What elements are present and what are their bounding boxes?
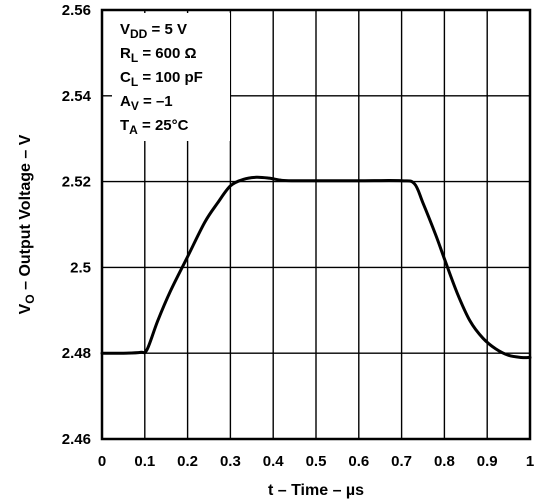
x-tick-label: 0.5 xyxy=(306,453,327,470)
y-axis-title: VO – Output Voltage – V xyxy=(17,134,37,314)
condition-value: = 25°C xyxy=(138,117,189,134)
condition-subscript: DD xyxy=(130,27,148,41)
condition-symbol: A xyxy=(120,93,131,110)
condition-subscript: V xyxy=(131,99,139,113)
condition-subscript: A xyxy=(129,123,138,137)
x-tick-label: 0.6 xyxy=(348,453,369,470)
x-tick-label: 0.2 xyxy=(177,453,198,470)
x-tick-label: 0.7 xyxy=(391,453,412,470)
x-axis-title: t – Time – µs xyxy=(268,482,364,499)
condition-value: = 100 pF xyxy=(138,69,203,86)
condition-text: VDD = 5 V xyxy=(120,21,187,41)
condition-subscript: L xyxy=(131,51,138,65)
x-tick-label: 0 xyxy=(98,453,106,470)
y-tick-label: 2.5 xyxy=(70,259,91,276)
y-axis-title-symbol: V xyxy=(17,303,34,314)
condition-symbol: T xyxy=(120,117,129,134)
x-tick-label: 0.4 xyxy=(263,453,285,470)
plot-border xyxy=(100,8,532,441)
y-tick-label: 2.48 xyxy=(62,345,91,362)
y-tick-label: 2.54 xyxy=(62,88,92,105)
series-layer xyxy=(100,175,532,360)
condition-text: AV = –1 xyxy=(120,93,173,113)
x-tick-label: 0.3 xyxy=(220,453,241,470)
condition-value: = 5 V xyxy=(147,21,187,38)
y-tick-label: 2.56 xyxy=(62,2,91,19)
output-voltage-line xyxy=(100,175,532,360)
x-tick-labels: 0 0.1 0.2 0.3 0.4 0.5 0.6 0.7 0.8 0.9 1 xyxy=(98,453,534,470)
y-axis-title-subscript: O xyxy=(23,294,37,303)
conditions-background xyxy=(112,13,230,141)
y-tick-label: 2.46 xyxy=(62,431,91,448)
x-tick-label: 0.9 xyxy=(477,453,498,470)
condition-value: = –1 xyxy=(139,93,173,110)
condition-text: CL = 100 pF xyxy=(120,69,203,89)
y-axis-title-group: VO – Output Voltage – V xyxy=(17,134,37,314)
x-tick-label: 1 xyxy=(526,453,534,470)
x-tick-label: 0.8 xyxy=(434,453,455,470)
condition-text: RL = 600 Ω xyxy=(120,45,197,65)
y-tick-label: 2.52 xyxy=(62,174,91,191)
x-tick-label: 0.1 xyxy=(134,453,155,470)
plot-frame xyxy=(100,8,532,441)
condition-symbol: C xyxy=(120,69,131,86)
y-tick-labels: 2.46 2.48 2.5 2.52 2.54 2.56 xyxy=(62,2,92,448)
condition-value: = 600 Ω xyxy=(138,45,196,62)
condition-subscript: L xyxy=(131,75,138,89)
y-axis-title-rest: – Output Voltage – V xyxy=(17,134,34,294)
condition-text: TA = 25°C xyxy=(120,117,189,137)
condition-symbol: R xyxy=(120,45,131,62)
condition-symbol: V xyxy=(120,21,130,38)
